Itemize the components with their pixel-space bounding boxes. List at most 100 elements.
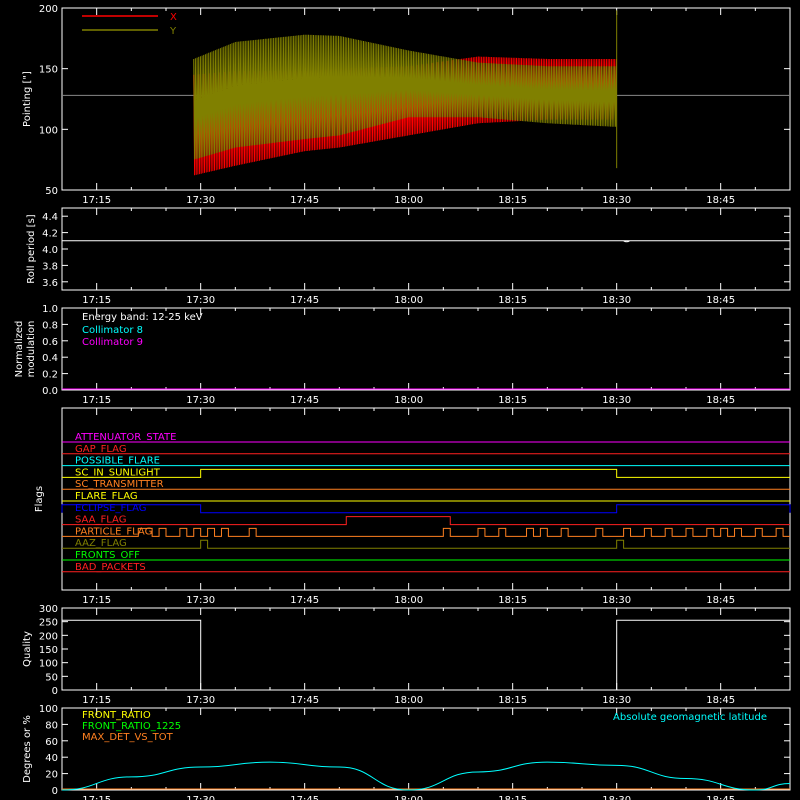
plot-frame-2 [61, 207, 791, 291]
y-tick-label: 100 [39, 659, 58, 670]
x-tick-label: 18:45 [706, 195, 735, 206]
flag-label-sc-in-sunlight: SC_IN_SUNLIGHT [75, 467, 161, 478]
y-tick-label: 50 [45, 672, 58, 683]
x-tick-label: 17:45 [290, 695, 319, 706]
legend-label-collimator: Collimator 9 [82, 337, 143, 348]
x-tick-label: 18:45 [706, 695, 735, 706]
roll-period-blip [623, 240, 630, 243]
geomagnetic-latitude-line [61, 761, 791, 791]
x-tick-label: 18:45 [706, 595, 735, 606]
y-axis-label: Degrees or % [22, 715, 33, 783]
flag-label-saa-flag: SAA_FLAG [75, 515, 126, 526]
plot-frame-4 [61, 407, 791, 591]
y-tick-label: 150 [39, 645, 58, 656]
legend-label-max-det-vs-tot: MAX_DET_VS_TOT [82, 732, 174, 743]
x-tick-label: 17:30 [186, 195, 215, 206]
flag-label-eclipse-flag: ECLIPSE_FLAG [75, 503, 146, 514]
flag-label-flare-flag: FLARE_FLAG [75, 491, 138, 502]
x-tick-label: 18:15 [498, 695, 527, 706]
x-tick-label: 18:00 [394, 395, 423, 406]
y-tick-label: 200 [39, 4, 58, 15]
flag-label-bad-packets: BAD_PACKETS [75, 562, 146, 573]
x-tick-label: 18:15 [498, 395, 527, 406]
energy-band-annotation: Energy band: 12-25 keV [82, 312, 203, 323]
x-tick-label: 17:45 [290, 195, 319, 206]
y-tick-label: 1.0 [42, 304, 58, 315]
y-tick-label: 200 [39, 631, 58, 642]
x-tick-label: 17:45 [290, 295, 319, 306]
y-tick-label: 100 [39, 125, 58, 136]
x-tick-label: 17:45 [290, 395, 319, 406]
x-tick-label: 18:00 [394, 795, 423, 800]
x-tick-label: 18:30 [602, 295, 631, 306]
legend-label-collimator: Collimator 8 [82, 325, 143, 336]
y-tick-label: 4.4 [42, 212, 58, 223]
legend-label-y: Y [169, 26, 177, 37]
x-tick-label: 18:15 [498, 795, 527, 800]
x-tick-label: 18:45 [706, 395, 735, 406]
x-tick-label: 18:30 [602, 195, 631, 206]
flag-label-fronts-off: FRONTS_OFF [75, 550, 140, 561]
x-tick-label: 17:30 [186, 595, 215, 606]
x-tick-label: 18:15 [498, 295, 527, 306]
y-tick-label: 150 [39, 65, 58, 76]
y-tick-label: 0.8 [42, 320, 58, 331]
x-tick-label: 18:30 [602, 395, 631, 406]
x-tick-label: 18:45 [706, 795, 735, 800]
y-tick-label: 3.6 [42, 278, 58, 289]
y-tick-label: 0.0 [42, 386, 58, 397]
x-tick-label: 18:45 [706, 295, 735, 306]
y-tick-label: 300 [39, 604, 58, 615]
flag-line-eclipse-flag [61, 504, 791, 514]
flag-line-aaz-flag [62, 539, 790, 549]
flag-line-sc-in-sunlight [62, 468, 790, 478]
x-tick-label: 18:00 [394, 295, 423, 306]
legend-label-x: X [170, 12, 177, 23]
y-tick-label: 40 [45, 753, 58, 764]
y-tick-label: 100 [39, 704, 58, 715]
x-tick-label: 17:15 [82, 395, 111, 406]
flag-label-attenuator-state: ATTENUATOR_STATE [75, 432, 176, 443]
y-axis-label: modulation [26, 321, 37, 378]
x-tick-label: 18:15 [498, 595, 527, 606]
y-tick-label: 60 [45, 737, 58, 748]
plot-frame-1 [61, 7, 791, 191]
legend-label-geomagnetic-latitude: Absolute geomagnetic latitude [613, 712, 767, 723]
plot-frame-3 [61, 307, 791, 391]
x-tick-label: 17:15 [82, 195, 111, 206]
y-tick-label: 50 [45, 186, 58, 197]
x-tick-label: 18:00 [394, 695, 423, 706]
x-tick-label: 17:15 [82, 295, 111, 306]
y-tick-label: 3.8 [42, 261, 58, 272]
y-axis-label: Quality [22, 631, 33, 667]
legend-label-front-ratio: FRONT_RATIO [82, 710, 151, 721]
y-tick-label: 0 [52, 686, 58, 697]
flag-label-possible-flare: POSSIBLE_FLARE [75, 456, 160, 467]
y-axis-label: Flags [34, 486, 45, 512]
y-tick-label: 0.4 [42, 353, 58, 364]
x-tick-label: 17:15 [82, 795, 111, 800]
x-tick-label: 18:15 [498, 195, 527, 206]
flag-label-aaz-flag: AAZ_FLAG [75, 538, 127, 549]
x-tick-label: 18:30 [602, 795, 631, 800]
y-tick-label: 0.6 [42, 337, 58, 348]
y-tick-label: 4.2 [42, 229, 58, 240]
x-tick-label: 17:45 [290, 795, 319, 800]
y-axis-label: Normalized [14, 321, 25, 378]
y-tick-label: 4.0 [42, 245, 58, 256]
x-tick-label: 17:15 [82, 595, 111, 606]
x-tick-label: 17:30 [186, 395, 215, 406]
series-y-line [193, 34, 617, 160]
x-tick-label: 17:15 [82, 695, 111, 706]
y-tick-label: 0 [52, 786, 58, 797]
x-tick-label: 17:30 [186, 695, 215, 706]
y-tick-label: 0.2 [42, 370, 58, 381]
flag-label-particle-flag: PARTICLE_FLAG [75, 526, 152, 537]
y-tick-label: 80 [45, 720, 58, 731]
x-tick-label: 17:30 [186, 795, 215, 800]
y-axis-label: Pointing ["] [22, 71, 33, 127]
x-tick-label: 17:45 [290, 595, 319, 606]
x-tick-label: 18:30 [602, 695, 631, 706]
